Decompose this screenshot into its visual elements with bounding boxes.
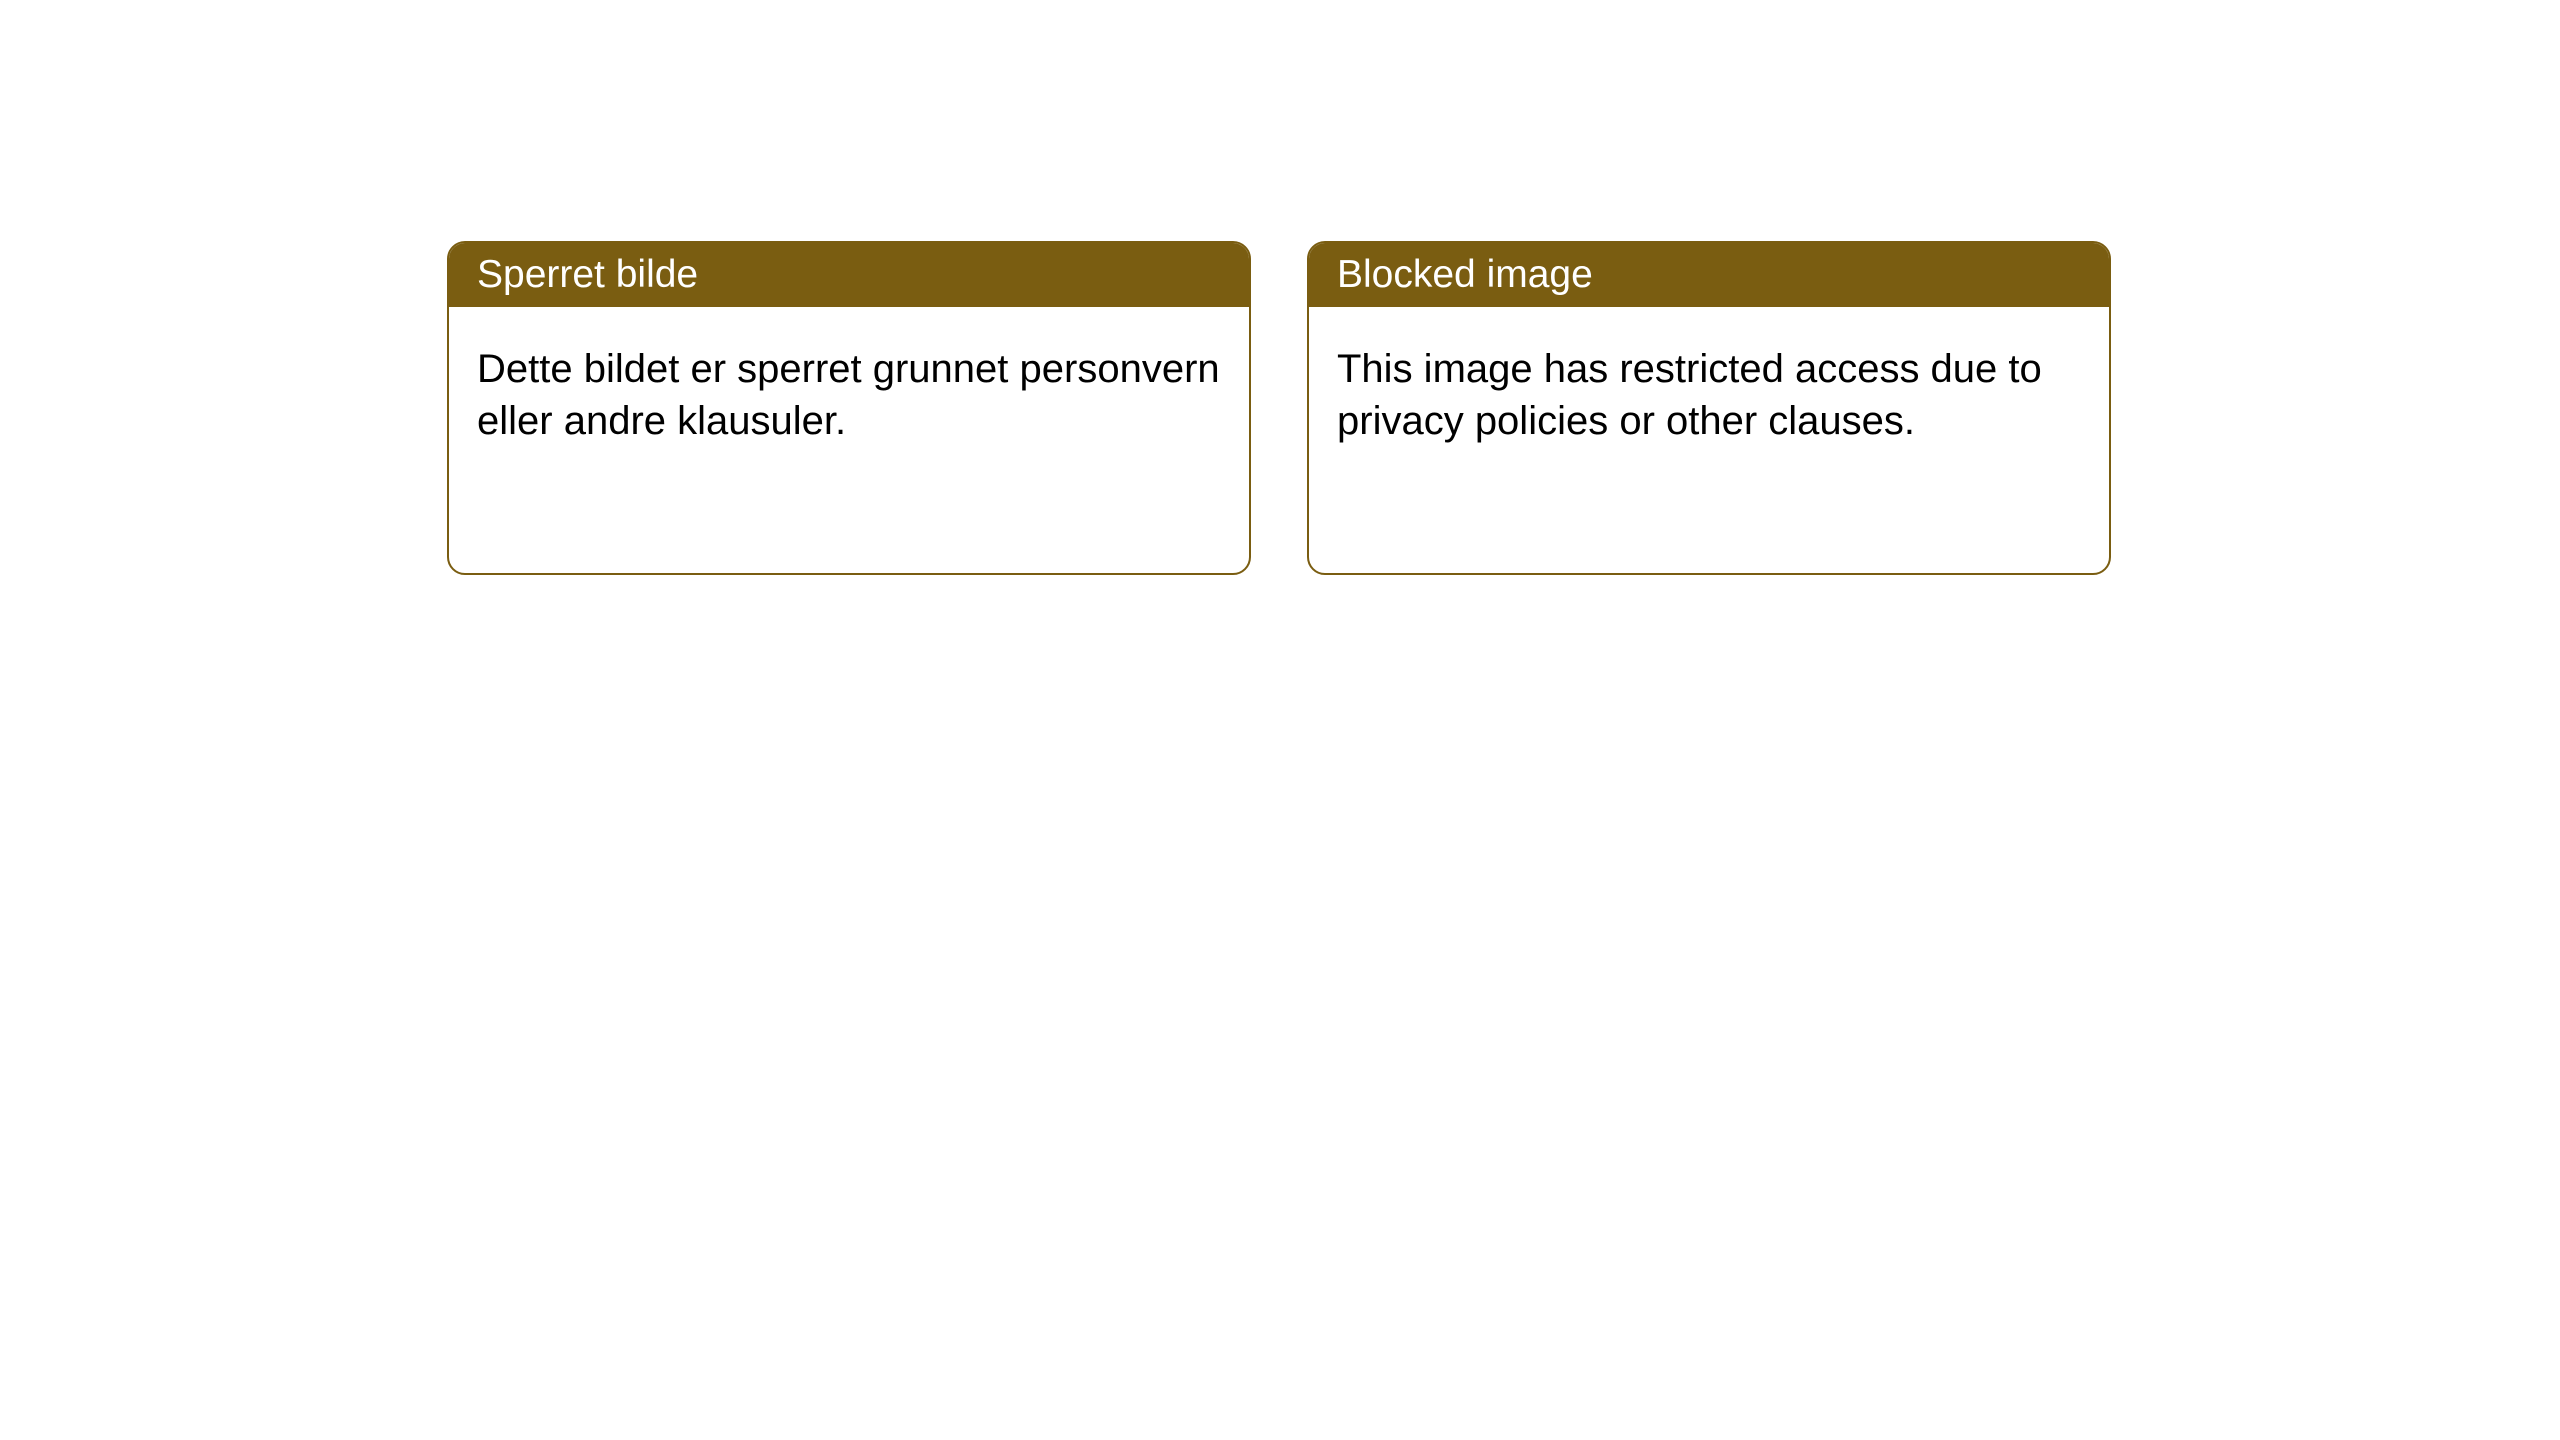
cards-container: Sperret bilde Dette bildet er sperret gr… xyxy=(0,0,2560,575)
blocked-image-card-no: Sperret bilde Dette bildet er sperret gr… xyxy=(447,241,1251,575)
card-title: Sperret bilde xyxy=(449,243,1249,307)
card-title: Blocked image xyxy=(1309,243,2109,307)
card-body: Dette bildet er sperret grunnet personve… xyxy=(449,307,1249,483)
blocked-image-card-en: Blocked image This image has restricted … xyxy=(1307,241,2111,575)
card-body: This image has restricted access due to … xyxy=(1309,307,2109,483)
